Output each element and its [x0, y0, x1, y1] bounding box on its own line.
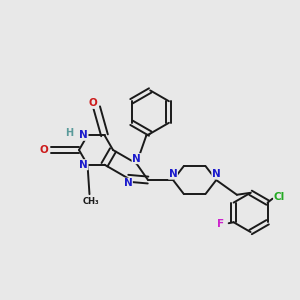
- Text: N: N: [169, 169, 177, 179]
- Text: N: N: [212, 169, 220, 179]
- Text: CH₃: CH₃: [82, 196, 99, 206]
- Text: N: N: [124, 178, 132, 188]
- Text: O: O: [40, 145, 49, 155]
- Text: Cl: Cl: [274, 192, 285, 202]
- Text: F: F: [217, 219, 224, 229]
- Text: N: N: [79, 160, 88, 170]
- Text: O: O: [88, 98, 97, 108]
- Text: N: N: [132, 154, 141, 164]
- Text: H: H: [65, 128, 73, 138]
- Text: N: N: [79, 130, 88, 140]
